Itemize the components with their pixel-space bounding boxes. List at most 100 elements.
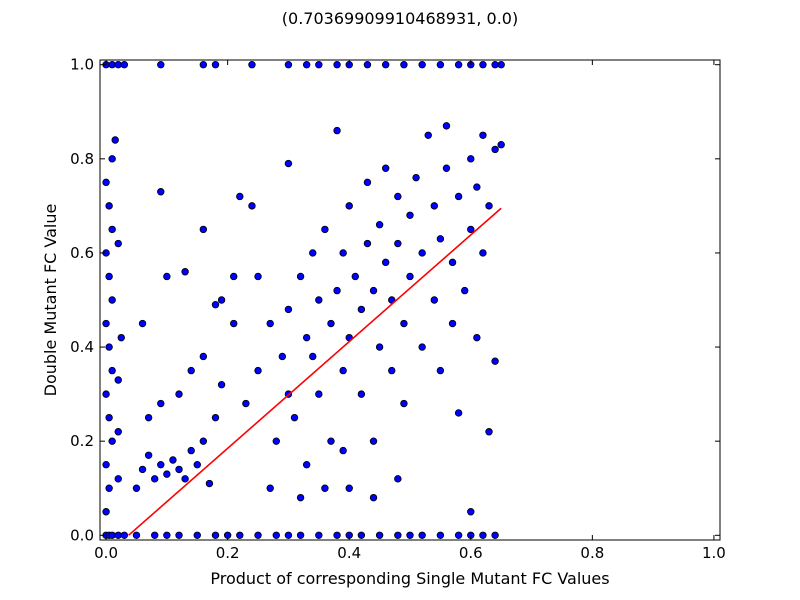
data-point — [315, 531, 323, 539]
data-point — [418, 249, 426, 257]
data-point — [157, 188, 165, 196]
data-point — [491, 357, 499, 365]
data-point — [333, 126, 341, 135]
data-point — [400, 399, 408, 408]
data-point — [248, 202, 256, 210]
data-point — [327, 319, 335, 328]
data-point — [199, 61, 208, 69]
data-point — [321, 484, 329, 492]
data-point — [436, 366, 445, 375]
data-point — [400, 319, 408, 328]
data-point — [363, 178, 372, 187]
data-point — [199, 225, 208, 234]
data-point — [339, 249, 347, 257]
data-point — [302, 61, 311, 69]
data-point — [454, 61, 463, 69]
data-point — [406, 531, 414, 539]
data-point — [473, 333, 481, 342]
data-point — [278, 352, 287, 361]
data-point — [430, 296, 439, 304]
data-point — [436, 61, 445, 69]
data-point — [479, 61, 487, 69]
data-point — [284, 159, 293, 168]
data-point — [157, 461, 165, 469]
data-point — [497, 61, 505, 69]
data-point — [284, 531, 293, 539]
data-point — [108, 531, 116, 539]
data-point — [102, 508, 110, 516]
data-point — [211, 301, 220, 309]
data-point — [105, 484, 113, 492]
data-point — [461, 286, 469, 295]
data-point — [230, 272, 238, 281]
data-point — [108, 296, 116, 304]
y-tick-label: 0.0 — [70, 526, 94, 544]
data-point — [309, 352, 317, 361]
data-point — [114, 376, 122, 384]
y-tick-label: 0.4 — [70, 338, 94, 356]
data-point — [369, 437, 378, 445]
chart-title: (0.70369909910468931, 0.0) — [282, 9, 518, 28]
data-point — [236, 192, 244, 201]
data-point — [363, 61, 372, 69]
data-point — [394, 239, 402, 248]
data-point — [102, 461, 110, 469]
data-point — [369, 286, 378, 295]
data-point — [467, 225, 475, 234]
data-point — [217, 296, 226, 304]
data-point — [363, 239, 372, 248]
data-point — [296, 531, 305, 539]
data-point — [375, 343, 384, 351]
y-tick-label: 0.8 — [70, 150, 94, 168]
data-point — [102, 390, 110, 398]
data-point — [333, 531, 341, 539]
data-point — [114, 531, 122, 539]
data-point — [302, 333, 311, 342]
data-point — [138, 319, 147, 328]
data-point — [345, 202, 353, 210]
data-point — [144, 451, 153, 459]
data-point — [102, 319, 110, 328]
data-point — [394, 192, 402, 201]
data-point — [163, 531, 171, 539]
data-point — [193, 531, 201, 539]
data-point — [491, 145, 499, 154]
data-point — [357, 390, 366, 398]
data-point — [315, 390, 323, 398]
data-point — [163, 272, 171, 281]
data-point — [436, 531, 445, 539]
data-point — [132, 531, 141, 539]
data-point — [114, 239, 122, 248]
data-point — [296, 272, 305, 281]
x-tick-label: 0.2 — [216, 544, 240, 562]
data-point — [157, 61, 165, 69]
data-point — [284, 61, 293, 69]
data-point — [485, 202, 493, 210]
data-point — [473, 183, 481, 191]
data-point — [412, 173, 420, 182]
data-point — [120, 531, 129, 539]
data-point — [309, 249, 317, 257]
data-point — [454, 192, 463, 201]
data-point — [491, 61, 499, 69]
x-tick-label: 1.0 — [702, 544, 726, 562]
data-point — [138, 465, 147, 474]
data-point — [175, 390, 183, 398]
plot-frame — [99, 59, 721, 541]
data-point — [108, 225, 116, 234]
data-point — [199, 437, 208, 445]
data-point — [418, 61, 426, 69]
data-point — [418, 343, 426, 351]
data-point — [339, 446, 347, 455]
data-point — [479, 531, 487, 539]
data-point — [430, 202, 439, 210]
data-point — [175, 531, 183, 539]
data-point — [442, 164, 451, 172]
data-point — [418, 531, 426, 539]
data-point — [105, 343, 113, 351]
data-point — [230, 319, 238, 328]
data-point — [394, 531, 402, 539]
data-point — [111, 136, 119, 144]
data-point — [479, 131, 487, 139]
